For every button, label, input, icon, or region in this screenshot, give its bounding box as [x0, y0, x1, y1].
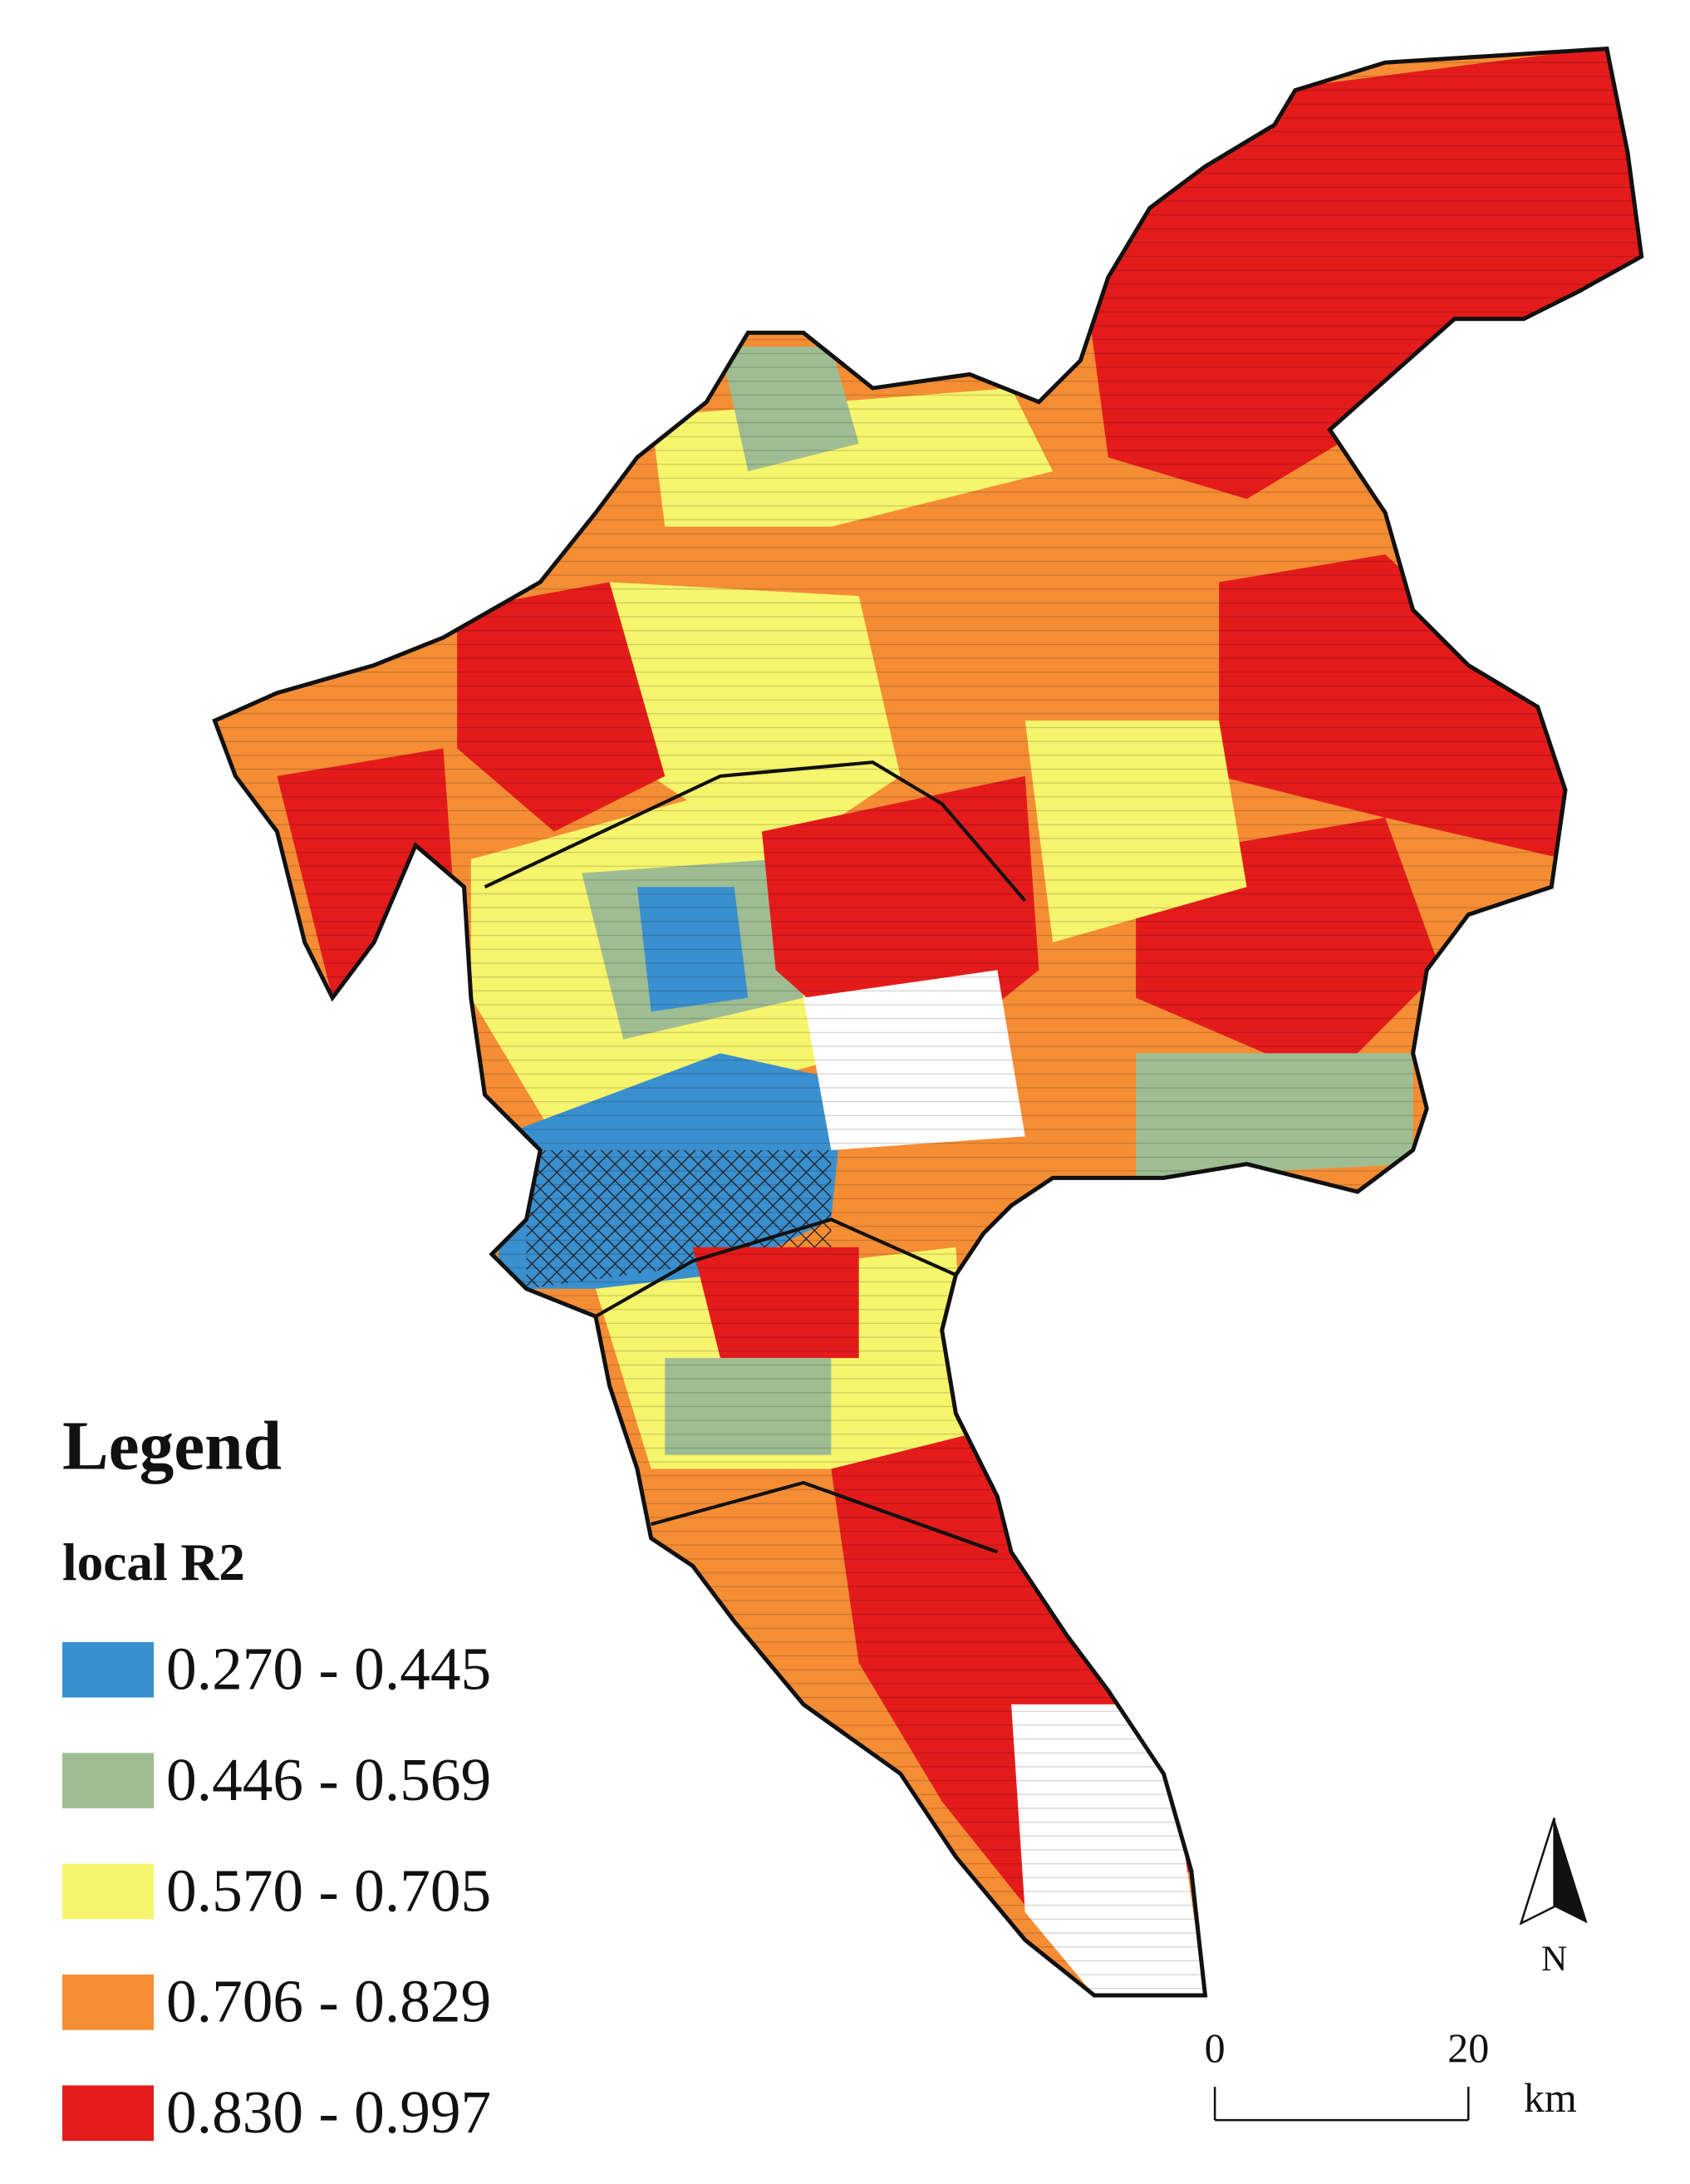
- legend-label: 0.706 - 0.829: [166, 1968, 491, 2035]
- north-arrow-shape: [1519, 1818, 1555, 1926]
- legend-swatch: [62, 1975, 155, 2030]
- legend-subtitle: local R2: [62, 1533, 245, 1591]
- north-arrow: N: [1519, 1818, 1588, 1979]
- scale-bar: 0 20 km: [1205, 2024, 1577, 2122]
- scale-label: 0: [1205, 2024, 1226, 2071]
- scale-label: 20: [1447, 2024, 1489, 2071]
- legend-title: Legend: [62, 1408, 282, 1484]
- legend-swatch: [62, 1863, 155, 1920]
- legend-swatch: [62, 1641, 155, 1698]
- legend-label: 0.570 - 0.705: [166, 1857, 491, 1924]
- district-boundary: [484, 760, 1027, 1554]
- north-label: N: [1541, 1939, 1567, 1979]
- legend-label: 0.830 - 0.997: [166, 2078, 491, 2146]
- legend: Legend local R2 0.270 - 0.445 0.446 - 0.5…: [62, 1408, 491, 2146]
- legend-swatch: [62, 1753, 155, 1808]
- scale-unit: km: [1524, 2074, 1577, 2121]
- legend-label: 0.270 - 0.445: [166, 1636, 491, 1703]
- legend-label: 0.446 - 0.569: [166, 1746, 491, 1813]
- legend-swatch: [62, 2085, 155, 2142]
- north-arrow-shape: [1554, 1818, 1588, 1924]
